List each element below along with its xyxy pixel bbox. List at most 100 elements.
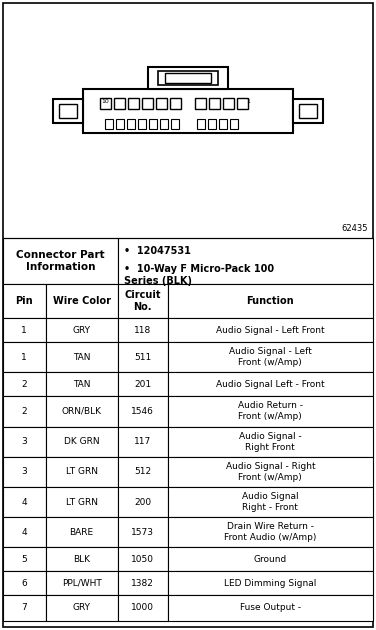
Bar [3, 284, 45, 318]
Bar [195, 98, 206, 108]
Bar [3, 457, 45, 487]
Bar [142, 98, 153, 108]
Bar [118, 396, 168, 427]
Text: LT GRN: LT GRN [66, 467, 98, 476]
Text: 1050: 1050 [131, 555, 154, 564]
Bar [223, 98, 234, 108]
Bar [45, 517, 118, 547]
Text: 6: 6 [21, 579, 27, 588]
Bar [45, 595, 118, 621]
Bar [168, 595, 373, 621]
Text: 4: 4 [21, 498, 27, 507]
Bar [3, 396, 45, 427]
Bar [293, 98, 323, 123]
Bar [149, 118, 157, 129]
Text: 1: 1 [21, 353, 27, 362]
Bar [156, 98, 167, 108]
Text: Audio Return -
Front (w/Amp): Audio Return - Front (w/Amp) [238, 401, 303, 421]
Text: TAN: TAN [73, 380, 90, 389]
Bar [138, 118, 146, 129]
Bar [116, 118, 124, 129]
Bar [168, 571, 373, 595]
Bar [118, 595, 168, 621]
Text: 1: 1 [246, 98, 250, 103]
Text: Audio Signal - Right
Front (w/Amp): Audio Signal - Right Front (w/Amp) [226, 462, 315, 482]
Bar [168, 396, 373, 427]
Text: 4: 4 [21, 528, 27, 537]
Bar [105, 118, 113, 129]
Text: 118: 118 [134, 326, 151, 335]
Text: Audio Signal -
Right Front: Audio Signal - Right Front [239, 432, 302, 452]
Bar [83, 89, 293, 132]
Bar [168, 487, 373, 517]
Bar [45, 342, 118, 372]
Bar [168, 284, 373, 318]
Bar [158, 71, 218, 84]
Text: 1546: 1546 [131, 407, 154, 416]
Text: 3: 3 [21, 467, 27, 476]
Text: 2: 2 [21, 380, 27, 389]
Text: TAN: TAN [73, 353, 90, 362]
Bar [118, 487, 168, 517]
Bar [165, 72, 211, 83]
Text: 10: 10 [101, 98, 109, 103]
Text: 2: 2 [21, 407, 27, 416]
Text: 3: 3 [21, 437, 27, 446]
Bar [3, 372, 45, 396]
Bar [45, 427, 118, 457]
Bar [114, 98, 125, 108]
Text: 512: 512 [134, 467, 151, 476]
Bar [3, 318, 45, 342]
Bar [168, 457, 373, 487]
Bar [3, 238, 118, 284]
Bar [100, 98, 111, 108]
Text: 1: 1 [21, 326, 27, 335]
Text: Audio Signal Left - Front: Audio Signal Left - Front [216, 380, 324, 389]
Bar [118, 284, 168, 318]
Text: 1573: 1573 [131, 528, 154, 537]
Text: 1000: 1000 [131, 604, 154, 612]
Text: Drain Wire Return -
Front Audio (w/Amp): Drain Wire Return - Front Audio (w/Amp) [224, 522, 317, 542]
Bar [237, 98, 248, 108]
Bar [45, 487, 118, 517]
Bar [118, 547, 168, 571]
Text: 511: 511 [134, 353, 151, 362]
Bar [170, 98, 181, 108]
Bar [118, 427, 168, 457]
Text: Connector Part
Information: Connector Part Information [16, 249, 105, 272]
Text: BARE: BARE [70, 528, 94, 537]
Text: 117: 117 [134, 437, 151, 446]
Bar [171, 118, 179, 129]
Text: 5: 5 [21, 555, 27, 564]
Text: Pin: Pin [15, 296, 33, 306]
Bar [45, 547, 118, 571]
Bar [45, 318, 118, 342]
Bar [118, 372, 168, 396]
Text: GRY: GRY [73, 326, 91, 335]
Bar [168, 517, 373, 547]
Bar [197, 118, 205, 129]
Bar [45, 284, 118, 318]
Bar [128, 98, 139, 108]
Bar [3, 342, 45, 372]
Bar [118, 457, 168, 487]
Bar [45, 396, 118, 427]
Text: 200: 200 [134, 498, 151, 507]
Text: Function: Function [247, 296, 294, 306]
Text: LED Dimming Signal: LED Dimming Signal [224, 579, 317, 588]
Bar [208, 118, 216, 129]
Text: ORN/BLK: ORN/BLK [62, 407, 102, 416]
Bar [219, 118, 227, 129]
Text: Circuit
No.: Circuit No. [124, 290, 161, 312]
Text: Audio Signal - Left
Front (w/Amp): Audio Signal - Left Front (w/Amp) [229, 347, 312, 367]
Bar [45, 457, 118, 487]
Bar [230, 118, 238, 129]
Text: Audio Signal - Left Front: Audio Signal - Left Front [216, 326, 324, 335]
Bar [118, 342, 168, 372]
Bar [59, 103, 77, 118]
Text: Ground: Ground [254, 555, 287, 564]
Text: Fuse Output -: Fuse Output - [240, 604, 301, 612]
Bar [3, 487, 45, 517]
Text: 62435: 62435 [341, 224, 368, 233]
Text: •  12047531: • 12047531 [124, 246, 191, 256]
